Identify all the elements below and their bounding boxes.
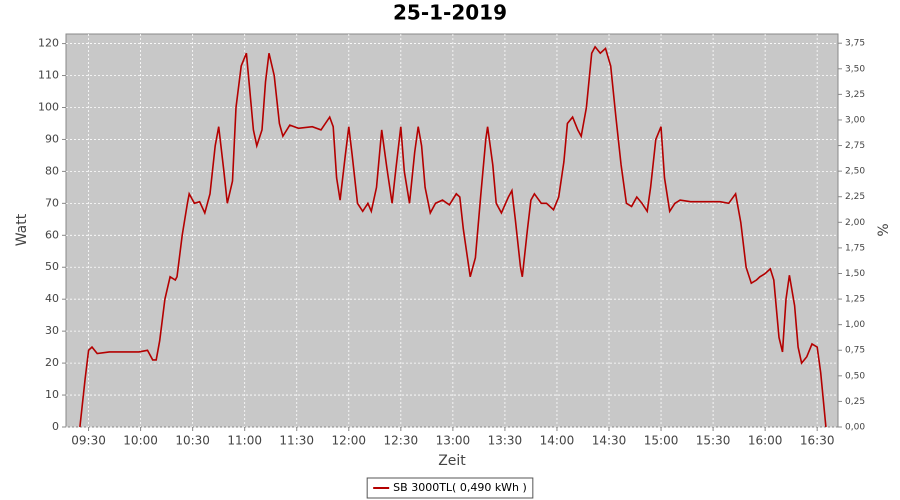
x-tick-label: 15:30: [696, 434, 731, 448]
y-axis-label: Watt: [14, 213, 30, 246]
y-tick-label: 30: [45, 324, 59, 337]
y2-tick-label: 0,00: [845, 423, 865, 433]
x-tick-label: 11:30: [279, 434, 314, 448]
chart-title: 25-1-2019: [393, 1, 507, 25]
y2-tick-label: 1,50: [845, 269, 865, 279]
y-tick-label: 80: [45, 164, 59, 177]
y-tick-label: 50: [45, 260, 59, 273]
x-axis-label: Zeit: [438, 453, 466, 469]
y2-tick-label: 1,75: [845, 243, 865, 253]
y-tick-label: 20: [45, 356, 59, 369]
y2-tick-label: 3,50: [845, 64, 865, 74]
y2-tick-label: 0,25: [845, 397, 865, 407]
x-tick-label: 14:00: [540, 434, 575, 448]
data-line: [79, 45, 827, 428]
y2-tick-label: 3,25: [845, 90, 865, 100]
x-tick-label: 15:00: [644, 434, 679, 448]
legend-box: [366, 477, 534, 499]
y-tick-label: 110: [38, 69, 59, 82]
x-tick-label: 14:30: [592, 434, 627, 448]
plot-area: [65, 33, 839, 428]
y2-tick-label: 0,75: [845, 346, 865, 356]
y2-tick-label: 2,00: [845, 218, 865, 228]
y2-tick-label: 1,25: [845, 295, 865, 305]
x-tick-label: 09:30: [71, 434, 106, 448]
x-tick-label: 10:30: [175, 434, 210, 448]
y2-tick-label: 3,75: [845, 39, 865, 49]
x-tick-label: 13:30: [488, 434, 523, 448]
y-tick-label: 0: [52, 420, 59, 433]
y2-tick-label: 0,50: [845, 371, 865, 381]
y-tick-label: 70: [45, 196, 59, 209]
y-tick-label: 120: [38, 37, 59, 50]
x-tick-label: 11:00: [227, 434, 262, 448]
legend-label: SB 3000TL( 0,490 kWh ): [393, 481, 527, 494]
y2-tick-label: 1,00: [845, 320, 865, 330]
y-tick-label: 90: [45, 132, 59, 145]
y2-axis-label: %: [876, 223, 892, 236]
y2-tick-label: 3,00: [845, 115, 865, 125]
x-tick-label: 16:00: [748, 434, 783, 448]
y2-tick-label: 2,25: [845, 192, 865, 202]
y-tick-label: 40: [45, 292, 59, 305]
y-tick-label: 60: [45, 228, 59, 241]
legend: SB 3000TL( 0,490 kWh ): [366, 477, 534, 499]
y2-tick-label: 2,75: [845, 141, 865, 151]
y-tick-label: 10: [45, 388, 59, 401]
x-tick-label: 12:00: [331, 434, 366, 448]
y2-tick-label: 2,50: [845, 167, 865, 177]
x-tick-label: 13:00: [436, 434, 471, 448]
x-tick-label: 16:30: [800, 434, 835, 448]
y-tick-label: 100: [38, 100, 59, 113]
x-tick-label: 12:30: [384, 434, 419, 448]
x-tick-label: 10:00: [123, 434, 158, 448]
